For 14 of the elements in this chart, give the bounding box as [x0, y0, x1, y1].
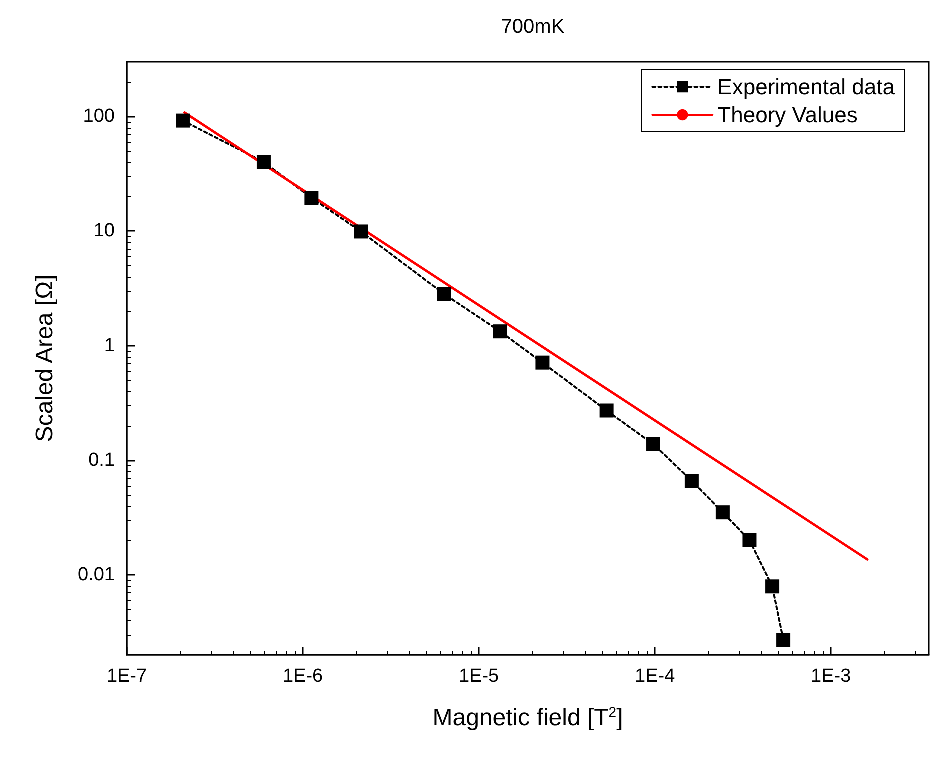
y-tick-label: 1 [104, 335, 115, 356]
chart-title: 700mK [501, 16, 566, 38]
x-tick-label: 1E-5 [458, 666, 500, 687]
y-tick-label: 0.01 [78, 564, 115, 586]
y-tick-label: 10 [94, 220, 115, 242]
y-axis-title: Scaled Area [Ω] [32, 274, 58, 442]
legend-label: Experimental data [718, 74, 896, 100]
x-tick-label: 1E-6 [282, 666, 324, 687]
legend-label: Theory Values [718, 102, 858, 128]
y-tick-label: 100 [83, 106, 115, 128]
x-tick-label: 1E-4 [634, 666, 676, 687]
x-tick-label: 1E-3 [811, 666, 852, 687]
x-tick-label: 1E-7 [106, 666, 148, 687]
y-tick-label: 0.1 [88, 450, 115, 471]
